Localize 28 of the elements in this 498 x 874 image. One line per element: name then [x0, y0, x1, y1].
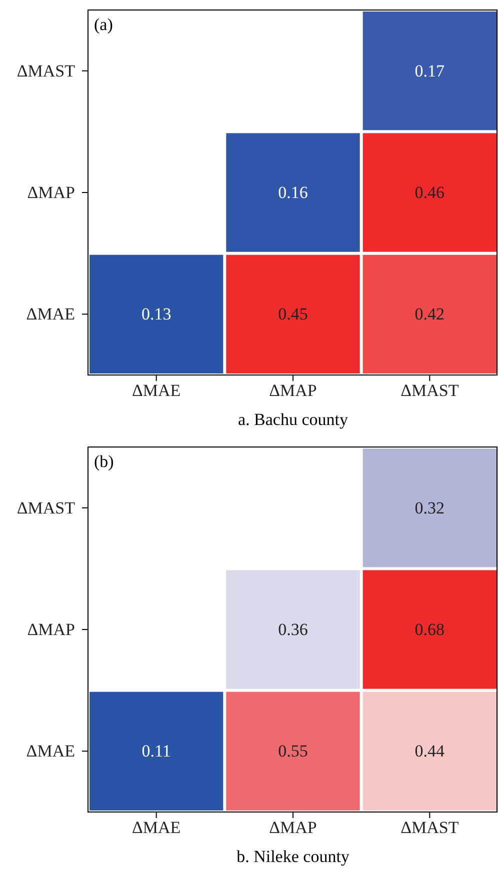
y-tick-label: ΔMAE — [26, 304, 75, 324]
y-tick-label: ΔMAP — [27, 620, 75, 639]
data-label: 0.16 — [278, 183, 308, 202]
data-label: 0.46 — [414, 183, 445, 202]
data-label: 0.44 — [414, 742, 446, 761]
data-label: 0.36 — [278, 620, 308, 639]
y-tick-label: ΔMAST — [16, 61, 76, 80]
data-label: 0.45 — [278, 304, 308, 324]
x-tick-label: ΔMAE — [132, 818, 181, 838]
x-tick-label: ΔMAE — [132, 381, 181, 400]
x-tick-label: ΔMAST — [400, 381, 460, 400]
y-tick-label: ΔMAST — [16, 498, 76, 518]
y-tick-label: ΔMAP — [27, 182, 75, 202]
y-tick-label: ΔMAE — [26, 742, 75, 761]
x-axis-title: a. Bachu county — [238, 410, 348, 429]
data-label: 0.68 — [414, 620, 445, 639]
data-label: 0.32 — [414, 498, 445, 518]
data-label: 0.55 — [278, 742, 308, 761]
x-tick-label: ΔMAST — [400, 818, 460, 838]
data-label: 0.11 — [142, 742, 171, 761]
x-tick-label: ΔMAP — [269, 381, 317, 400]
chart-title: (a) — [94, 15, 113, 34]
chart-title: (b) — [94, 452, 114, 471]
data-label: 0.17 — [414, 61, 446, 80]
x-axis-title: b. Nileke county — [236, 847, 350, 866]
data-label: 0.13 — [141, 304, 172, 324]
x-tick-label: ΔMAP — [269, 818, 317, 838]
data-label: 0.42 — [414, 304, 445, 324]
